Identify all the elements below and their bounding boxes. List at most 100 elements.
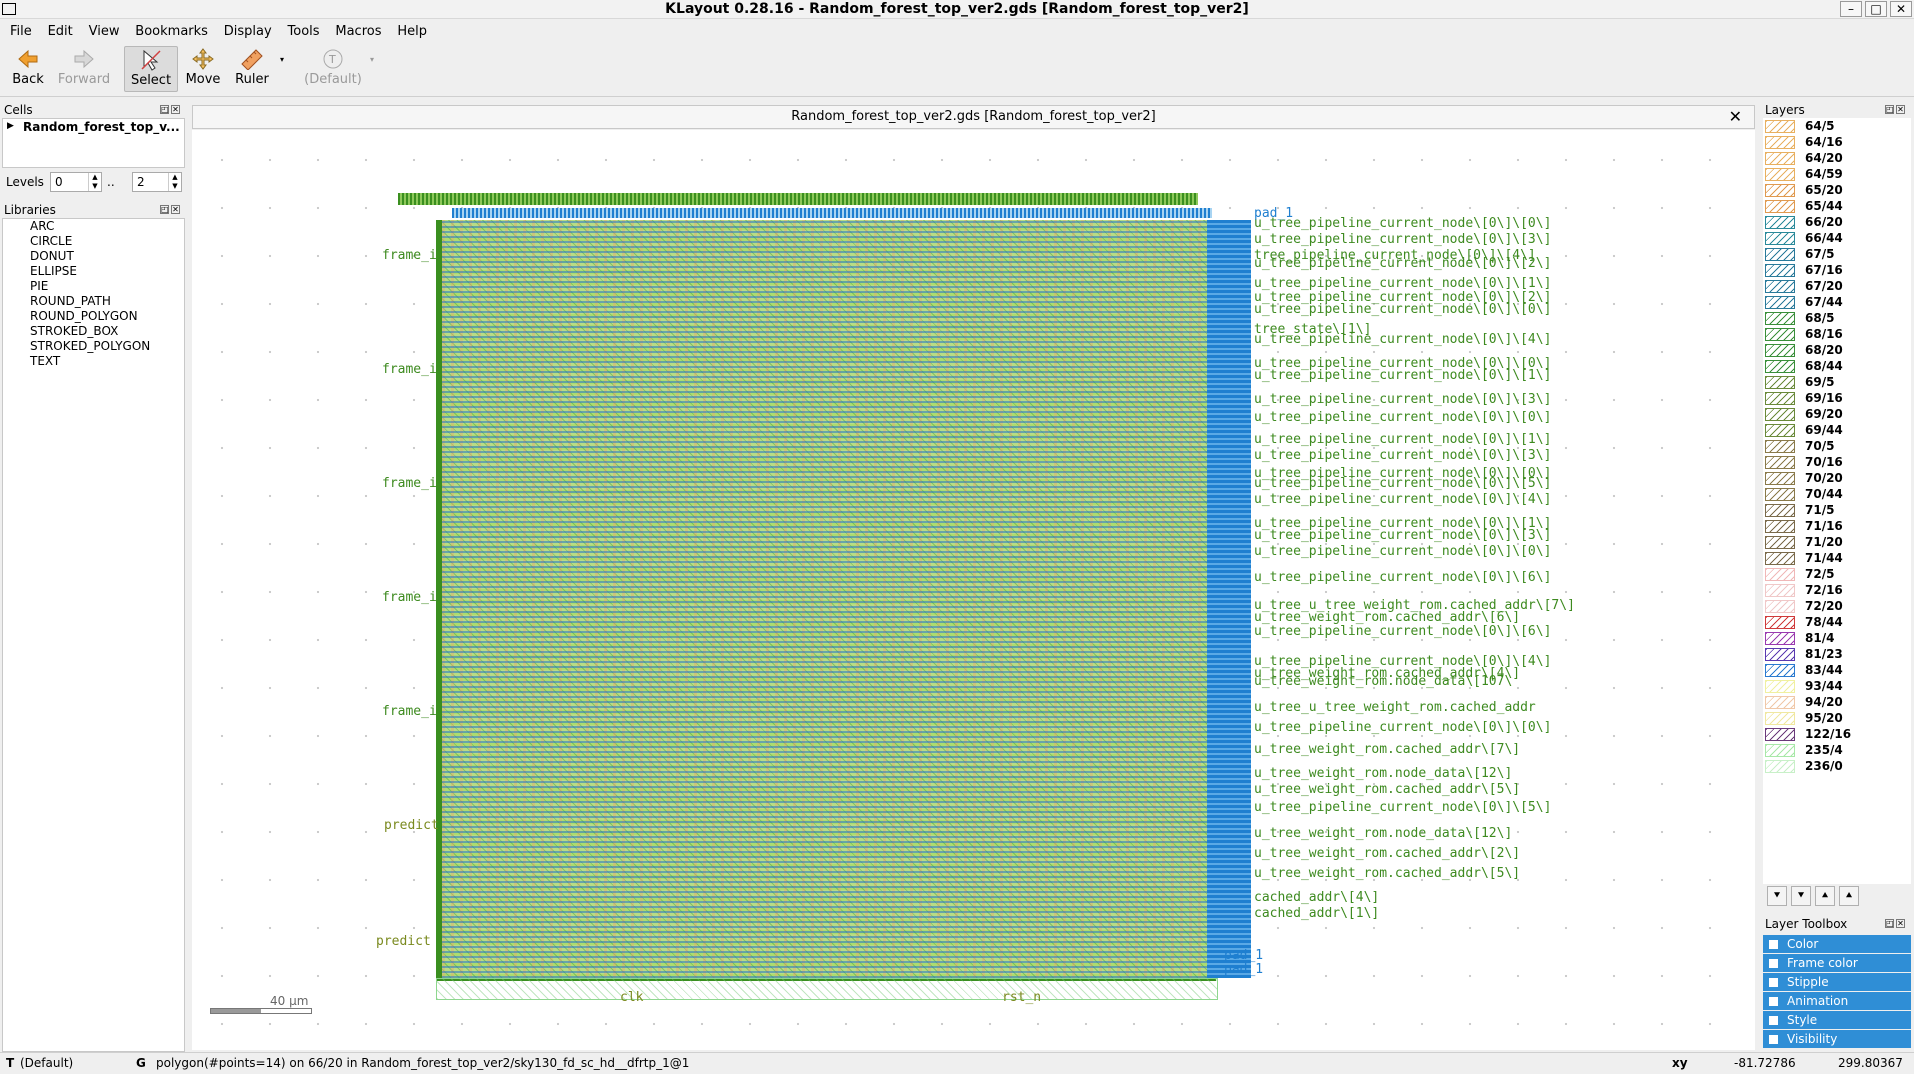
layer-row[interactable]: 69/16 (1763, 390, 1911, 406)
close-panel-icon[interactable]: ✕ (171, 205, 180, 214)
layer-row[interactable]: 68/5 (1763, 310, 1911, 326)
menu-tools[interactable]: Tools (287, 24, 320, 39)
layer-row[interactable]: 67/5 (1763, 246, 1911, 262)
library-item[interactable]: ARC (30, 219, 55, 233)
spin-arrows-icon[interactable]: ▲ ▼ (168, 173, 181, 191)
library-item[interactable]: CIRCLE (30, 234, 73, 248)
layer-row[interactable]: 95/20 (1763, 710, 1911, 726)
layer-row[interactable]: 236/0 (1763, 758, 1911, 774)
library-item[interactable]: STROKED_POLYGON (30, 339, 151, 353)
layer-row[interactable]: 69/5 (1763, 374, 1911, 390)
minimize-button[interactable]: – (1840, 1, 1862, 17)
menu-display[interactable]: Display (223, 24, 272, 39)
move-up-icon[interactable]: ⯅ (1815, 886, 1835, 906)
layer-row[interactable]: 71/44 (1763, 550, 1911, 566)
layer-row[interactable]: 93/44 (1763, 678, 1911, 694)
layer-row[interactable]: 122/16 (1763, 726, 1911, 742)
layer-row[interactable]: 81/4 (1763, 630, 1911, 646)
library-item[interactable]: TEXT (30, 354, 61, 368)
layer-row[interactable]: 71/20 (1763, 534, 1911, 550)
layer-row[interactable]: 66/20 (1763, 214, 1911, 230)
layer-row[interactable]: 235/4 (1763, 742, 1911, 758)
app-icon[interactable] (2, 3, 16, 15)
layer-row[interactable]: 70/5 (1763, 438, 1911, 454)
layout-canvas[interactable]: frame_i frame_i frame_i frame_i frame_i … (192, 130, 1755, 1050)
layer-row[interactable]: 68/20 (1763, 342, 1911, 358)
menu-file[interactable]: File (10, 24, 32, 39)
close-panel-icon[interactable]: ✕ (171, 105, 180, 114)
layer-row[interactable]: 72/16 (1763, 582, 1911, 598)
levels-from-spinbox[interactable]: 0 ▲ ▼ (50, 172, 102, 192)
forward-button[interactable]: Forward (56, 46, 112, 92)
layer-row[interactable]: 69/44 (1763, 422, 1911, 438)
library-item[interactable]: DONUT (30, 249, 74, 263)
layer-row[interactable]: 64/16 (1763, 134, 1911, 150)
layer-row[interactable]: 67/20 (1763, 278, 1911, 294)
layout-view-tab[interactable]: Random_forest_top_ver2.gds [Random_fores… (192, 105, 1755, 129)
layer-row[interactable]: 65/44 (1763, 198, 1911, 214)
toolbox-visibility[interactable]: Visibility (1763, 1030, 1911, 1048)
spin-arrows-icon[interactable]: ▲ ▼ (88, 173, 101, 191)
menu-view[interactable]: View (88, 24, 120, 39)
top-cell-item[interactable]: Random_forest_top_v... (23, 120, 180, 134)
layer-row[interactable]: 66/44 (1763, 230, 1911, 246)
toolbox-frame-color[interactable]: Frame color (1763, 954, 1911, 972)
move-button[interactable]: Move (182, 46, 224, 92)
select-button[interactable]: Select (124, 46, 178, 92)
layer-row[interactable]: 64/59 (1763, 166, 1911, 182)
layer-row[interactable]: 67/16 (1763, 262, 1911, 278)
toolbox-animation[interactable]: Animation (1763, 992, 1911, 1010)
float-panel-icon[interactable]: ◰ (1885, 105, 1894, 114)
toolbox-stipple[interactable]: Stipple (1763, 973, 1911, 991)
close-panel-icon[interactable]: ✕ (1896, 919, 1905, 928)
text-dropdown[interactable]: ▾ (366, 46, 378, 92)
layer-row[interactable]: 71/16 (1763, 518, 1911, 534)
layer-row[interactable]: 64/20 (1763, 150, 1911, 166)
ruler-button[interactable]: Ruler (230, 46, 274, 92)
layer-list[interactable]: 64/5 64/16 64/20 64/59 65/20 65/44 66/20 66/44 6… (1763, 118, 1911, 884)
float-panel-icon[interactable]: ◰ (1885, 919, 1894, 928)
move-down-icon[interactable]: ⯆ (1767, 886, 1787, 906)
back-button[interactable]: Back (6, 46, 50, 92)
move-top-icon[interactable]: ⯅ (1839, 886, 1859, 906)
layer-row[interactable]: 64/5 (1763, 118, 1911, 134)
maximize-button[interactable]: □ (1865, 1, 1887, 17)
layer-row[interactable]: 69/20 (1763, 406, 1911, 422)
layer-row[interactable]: 83/44 (1763, 662, 1911, 678)
layer-row[interactable]: 65/20 (1763, 182, 1911, 198)
close-view-icon[interactable]: ✕ (1728, 107, 1742, 126)
library-item[interactable]: PIE (30, 279, 49, 293)
menu-macros[interactable]: Macros (335, 24, 382, 39)
layer-row[interactable]: 94/20 (1763, 694, 1911, 710)
chip-layout-core[interactable] (436, 220, 1216, 981)
toolbox-color[interactable]: Color (1763, 935, 1911, 953)
cell-tree[interactable]: ▶ Random_forest_top_v... (2, 118, 185, 168)
toolbox-style[interactable]: Style (1763, 1011, 1911, 1029)
library-item[interactable]: STROKED_BOX (30, 324, 119, 338)
layer-row[interactable]: 70/44 (1763, 486, 1911, 502)
menu-help[interactable]: Help (397, 24, 427, 39)
library-item[interactable]: ELLIPSE (30, 264, 77, 278)
layer-row[interactable]: 71/5 (1763, 502, 1911, 518)
layer-row[interactable]: 70/20 (1763, 470, 1911, 486)
menu-edit[interactable]: Edit (47, 24, 73, 39)
expand-arrow-icon[interactable]: ▶ (7, 121, 14, 131)
text-default-button[interactable]: T (Default) (300, 46, 366, 92)
close-button[interactable]: ✕ (1890, 1, 1912, 17)
layer-row[interactable]: 78/44 (1763, 614, 1911, 630)
float-panel-icon[interactable]: ◰ (160, 205, 169, 214)
layer-row[interactable]: 68/44 (1763, 358, 1911, 374)
layer-row[interactable]: 70/16 (1763, 454, 1911, 470)
library-item[interactable]: ROUND_POLYGON (30, 309, 138, 323)
library-list[interactable]: ARC CIRCLE DONUT ELLIPSE PIE ROUND_PATH … (2, 218, 185, 1052)
library-item[interactable]: ROUND_PATH (30, 294, 111, 308)
layer-row[interactable]: 81/23 (1763, 646, 1911, 662)
float-panel-icon[interactable]: ◰ (160, 105, 169, 114)
menu-bookmarks[interactable]: Bookmarks (135, 24, 208, 39)
ruler-dropdown[interactable]: ▾ (276, 46, 288, 92)
layer-row[interactable]: 72/5 (1763, 566, 1911, 582)
layer-row[interactable]: 68/16 (1763, 326, 1911, 342)
layer-row[interactable]: 67/44 (1763, 294, 1911, 310)
layer-row[interactable]: 72/20 (1763, 598, 1911, 614)
levels-to-spinbox[interactable]: 2 ▲ ▼ (132, 172, 182, 192)
